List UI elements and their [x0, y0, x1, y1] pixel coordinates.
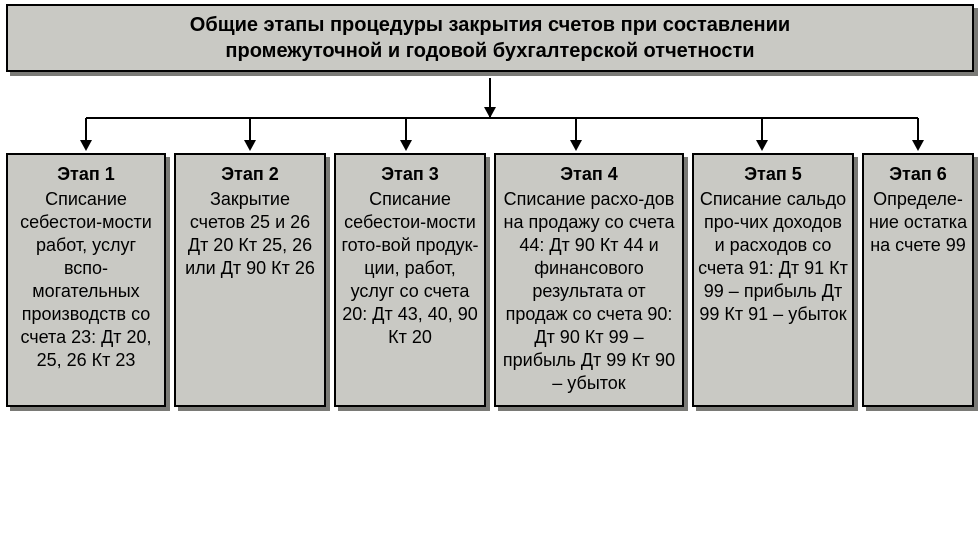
stage-body-4: Списание расхо-дов на продажу со счета 4… [500, 188, 678, 395]
stage-title-1: Этап 1 [12, 163, 160, 186]
stage-title-6: Этап 6 [868, 163, 968, 186]
stage-row: Этап 1Списание себестои-мости работ, усл… [6, 153, 974, 407]
stage-box-1: Этап 1Списание себестои-мости работ, усл… [6, 153, 166, 407]
stage-title-3: Этап 3 [340, 163, 480, 186]
stage-body-5: Списание сальдо про-чих доходов и расход… [698, 188, 848, 326]
stage-body-1: Списание себестои-мости работ, услуг всп… [12, 188, 160, 372]
stage-box-4: Этап 4Списание расхо-дов на продажу со с… [494, 153, 684, 407]
stage-title-4: Этап 4 [500, 163, 678, 186]
header-box: Общие этапы процедуры закрытия счетов пр… [6, 4, 974, 72]
stage-box-2: Этап 2Закрытие счетов 25 и 26 Дт 20 Кт 2… [174, 153, 326, 407]
stage-box-5: Этап 5Списание сальдо про-чих доходов и … [692, 153, 854, 407]
stage-body-2: Закрытие счетов 25 и 26 Дт 20 Кт 25, 26 … [180, 188, 320, 280]
stage-title-2: Этап 2 [180, 163, 320, 186]
header-line1: Общие этапы процедуры закрытия счетов пр… [190, 12, 790, 38]
stage-box-3: Этап 3Списание себестои-мости гото-вой п… [334, 153, 486, 407]
stage-title-5: Этап 5 [698, 163, 848, 186]
stage-body-3: Списание себестои-мости гото-вой продук-… [340, 188, 480, 349]
stage-box-6: Этап 6Определе-ние остатка на счете 99 [862, 153, 974, 407]
header-line2: промежуточной и годовой бухгалтерской от… [225, 38, 754, 64]
stage-body-6: Определе-ние остатка на счете 99 [868, 188, 968, 257]
